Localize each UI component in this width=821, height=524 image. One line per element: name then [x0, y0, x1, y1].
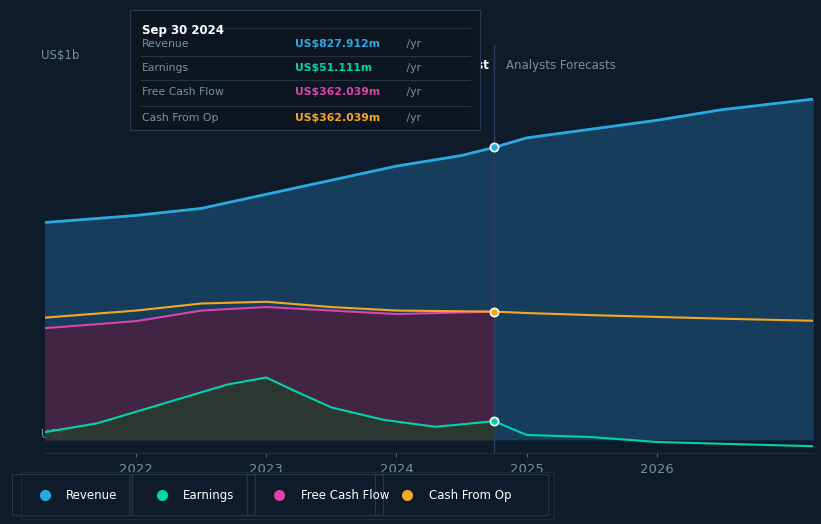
Text: Free Cash Flow: Free Cash Flow	[300, 489, 389, 501]
Text: Earnings: Earnings	[183, 489, 235, 501]
Text: /yr: /yr	[403, 87, 421, 97]
Text: Cash From Op: Cash From Op	[142, 113, 218, 123]
Point	[488, 308, 501, 316]
Text: Analysts Forecasts: Analysts Forecasts	[506, 59, 616, 72]
Text: US$827.912m: US$827.912m	[295, 39, 379, 49]
Text: Free Cash Flow: Free Cash Flow	[142, 87, 224, 97]
Text: US$51.111m: US$51.111m	[295, 63, 372, 73]
Text: Earnings: Earnings	[142, 63, 190, 73]
Text: US$1b: US$1b	[41, 49, 80, 62]
Point	[488, 417, 501, 425]
Text: /yr: /yr	[403, 63, 421, 73]
Text: Cash From Op: Cash From Op	[429, 489, 511, 501]
Text: Sep 30 2024: Sep 30 2024	[142, 25, 224, 37]
Text: /yr: /yr	[403, 39, 421, 49]
Text: /yr: /yr	[403, 113, 421, 123]
Text: Revenue: Revenue	[142, 39, 190, 49]
Text: US$0: US$0	[41, 428, 72, 441]
Text: Revenue: Revenue	[66, 489, 117, 501]
Text: US$362.039m: US$362.039m	[295, 87, 379, 97]
Text: US$362.039m: US$362.039m	[295, 113, 379, 123]
Point	[488, 143, 501, 151]
Text: Past: Past	[461, 59, 490, 72]
